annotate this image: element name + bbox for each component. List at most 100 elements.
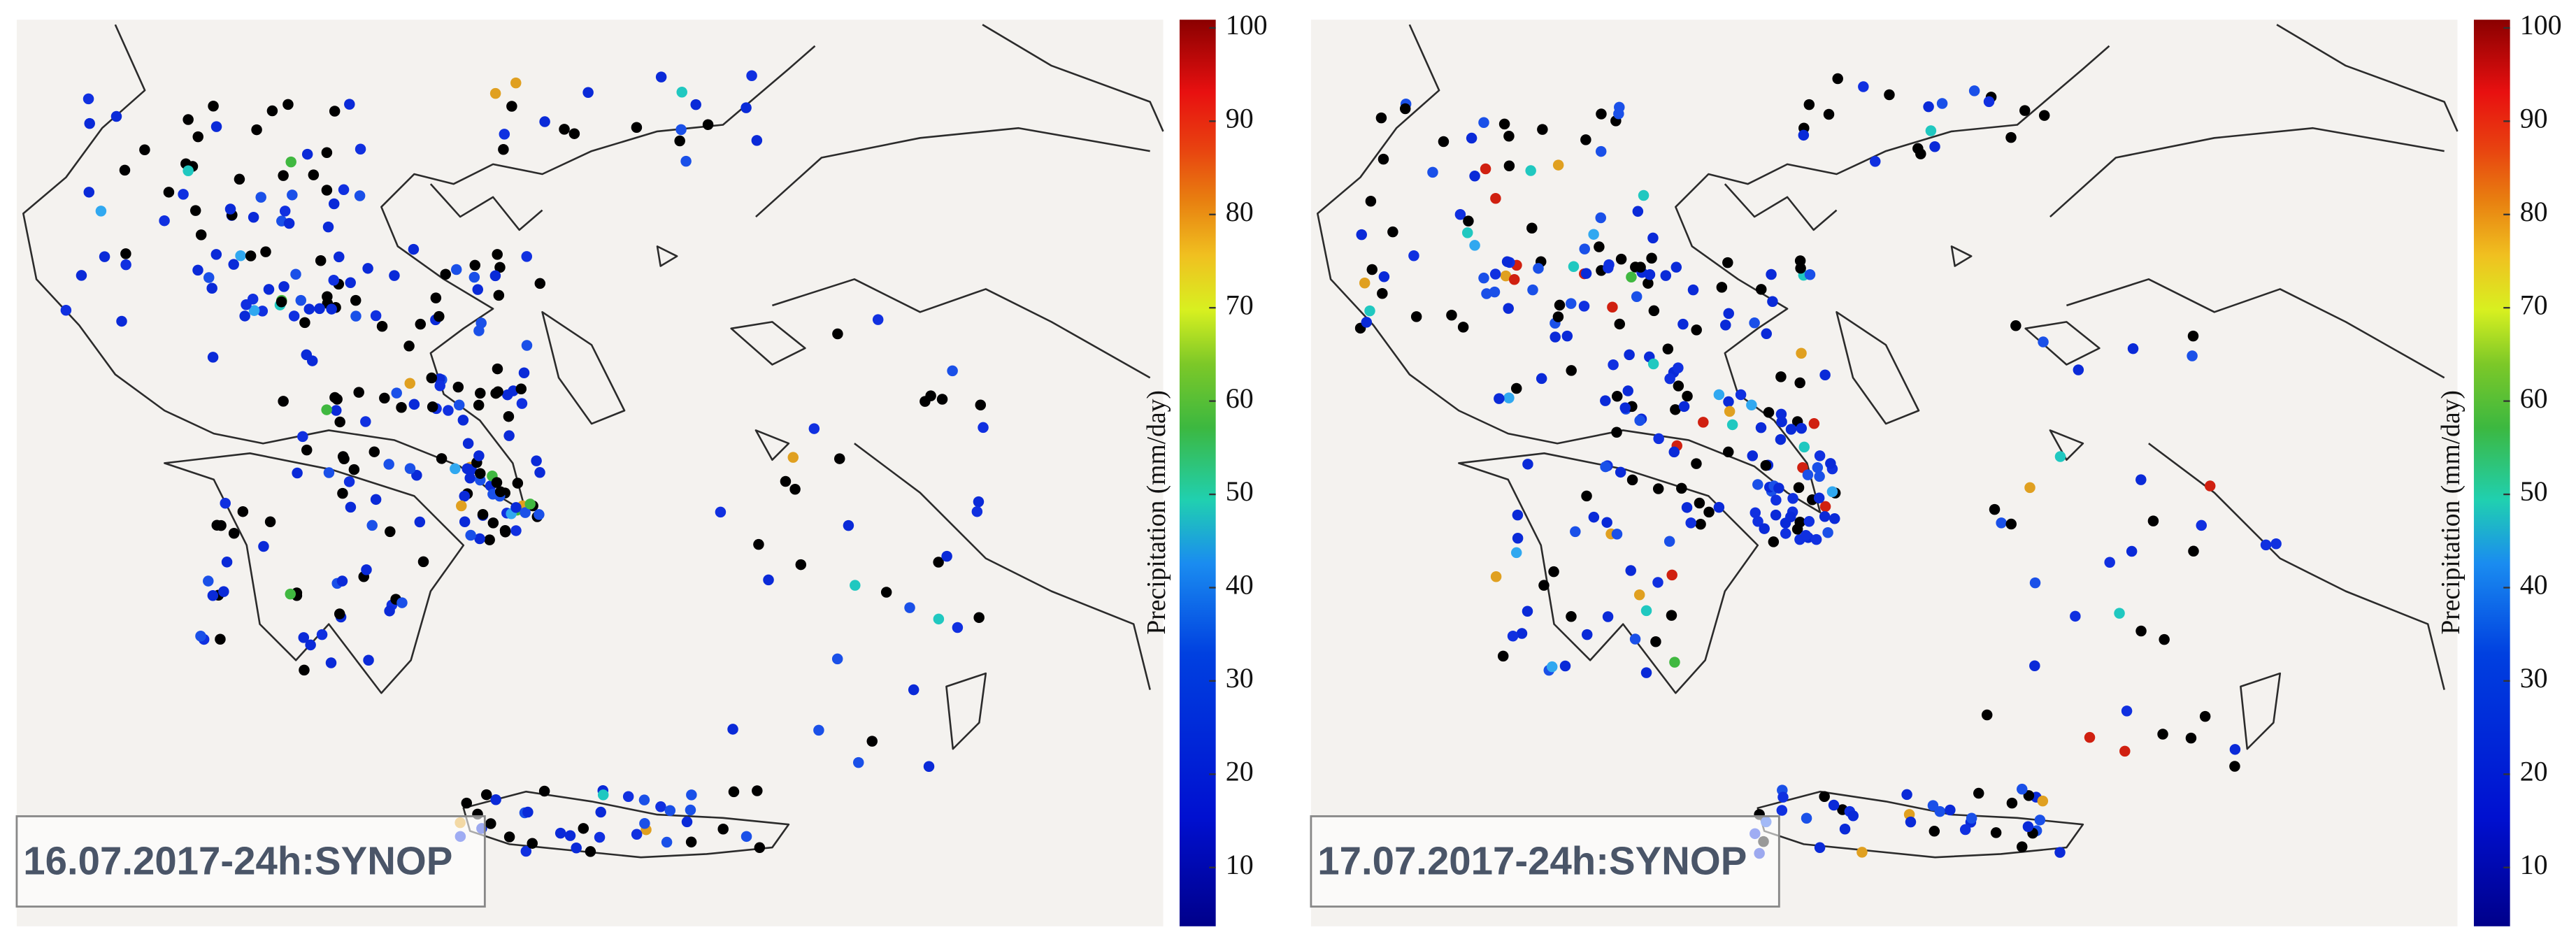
station-dot [1595, 145, 1607, 157]
station-dot [480, 789, 492, 801]
station-dot [206, 282, 217, 294]
station-dot [468, 271, 480, 283]
station-dot [1510, 547, 1522, 559]
station-dot [681, 816, 693, 828]
station-dot [534, 278, 546, 289]
station-dot [751, 135, 763, 146]
station-dot [686, 789, 697, 801]
station-dot [1533, 263, 1544, 274]
station-dot [520, 507, 531, 518]
station-dot [2121, 705, 2133, 717]
station-dot [461, 797, 473, 809]
station-dot [582, 87, 594, 98]
station-dot [510, 502, 522, 513]
station-dot [228, 527, 240, 539]
station-dot [2023, 790, 2035, 801]
station-dot [1478, 117, 1489, 128]
map-background [1310, 20, 2458, 926]
station-dot [343, 476, 355, 487]
station-dot [353, 387, 364, 398]
station-dot [278, 170, 289, 181]
station-dot [1810, 533, 1822, 545]
station-dot [76, 270, 87, 281]
station-dot [1480, 163, 1491, 175]
station-dot [1581, 490, 1592, 502]
station-dot [1673, 362, 1684, 373]
station-dot [1359, 277, 1371, 289]
station-dot [308, 169, 320, 180]
station-dot [426, 372, 438, 384]
station-dot [1814, 471, 1825, 482]
station-dot [1536, 373, 1547, 385]
station-dot [2005, 518, 2017, 530]
station-dot [971, 506, 983, 517]
station-dot [2147, 515, 2159, 526]
station-dot [1375, 112, 1387, 124]
colorbar-tick-label: 20 [1226, 755, 1254, 787]
station-dot [366, 519, 378, 531]
station-dot [1945, 804, 1956, 816]
station-dot [1490, 571, 1502, 582]
station-dot [345, 277, 356, 289]
station-dot [450, 463, 461, 475]
station-dot [258, 540, 269, 552]
station-dot [195, 229, 207, 241]
station-dot [880, 587, 892, 598]
station-dot [1823, 108, 1835, 120]
station-dot [1559, 660, 1571, 672]
station-dot [978, 422, 989, 433]
station-dot [1622, 385, 1633, 396]
station-dot [1785, 424, 1797, 435]
station-dot [1776, 805, 1788, 816]
station-dot [1662, 343, 1674, 354]
station-dot [524, 499, 536, 510]
station-dot [192, 131, 203, 143]
station-dot [1500, 270, 1512, 282]
station-dot [473, 450, 485, 461]
station-dot [350, 294, 362, 306]
colorbar-tick-label: 90 [1226, 103, 1254, 134]
station-dot [925, 390, 936, 401]
station-dot [1747, 450, 1759, 461]
station-dot [1566, 611, 1577, 622]
station-dot [1666, 569, 1677, 581]
station-dot [2016, 783, 2028, 795]
station-dot [210, 121, 222, 132]
station-dot [1516, 628, 1528, 639]
station-dot [1611, 427, 1622, 438]
station-dot [2034, 815, 2046, 826]
station-dot [391, 387, 402, 399]
station-dot [360, 416, 371, 427]
station-dot [183, 114, 194, 125]
station-dot [1691, 458, 1702, 469]
station-dot [1800, 530, 1812, 541]
station-dot [285, 156, 296, 168]
station-dot [1802, 469, 1814, 480]
station-dot [534, 467, 545, 478]
station-dot [622, 791, 634, 802]
colorbar-tick-label: 30 [2520, 662, 2548, 694]
station-dot [1870, 156, 1881, 167]
station-dot [975, 399, 987, 411]
station-dot [1548, 566, 1559, 578]
station-dot [1624, 349, 1635, 361]
station-dot [494, 261, 506, 273]
station-dot [594, 831, 606, 843]
station-dot [1929, 141, 1940, 152]
station-dot [306, 355, 318, 366]
station-dot [522, 806, 534, 818]
station-dot [503, 410, 515, 422]
station-dot [1522, 459, 1533, 470]
colorbar-tick-label: 70 [2520, 289, 2548, 320]
station-dot [285, 588, 296, 600]
station-dot [192, 264, 203, 276]
station-dot [282, 99, 294, 110]
station-dot [299, 664, 310, 676]
station-dot [752, 785, 763, 796]
station-dot [1752, 479, 1763, 490]
station-dot [1410, 311, 1422, 322]
station-dot [299, 317, 310, 329]
station-dot [952, 622, 964, 633]
station-dot [2038, 336, 2049, 347]
station-dot [1775, 371, 1787, 382]
